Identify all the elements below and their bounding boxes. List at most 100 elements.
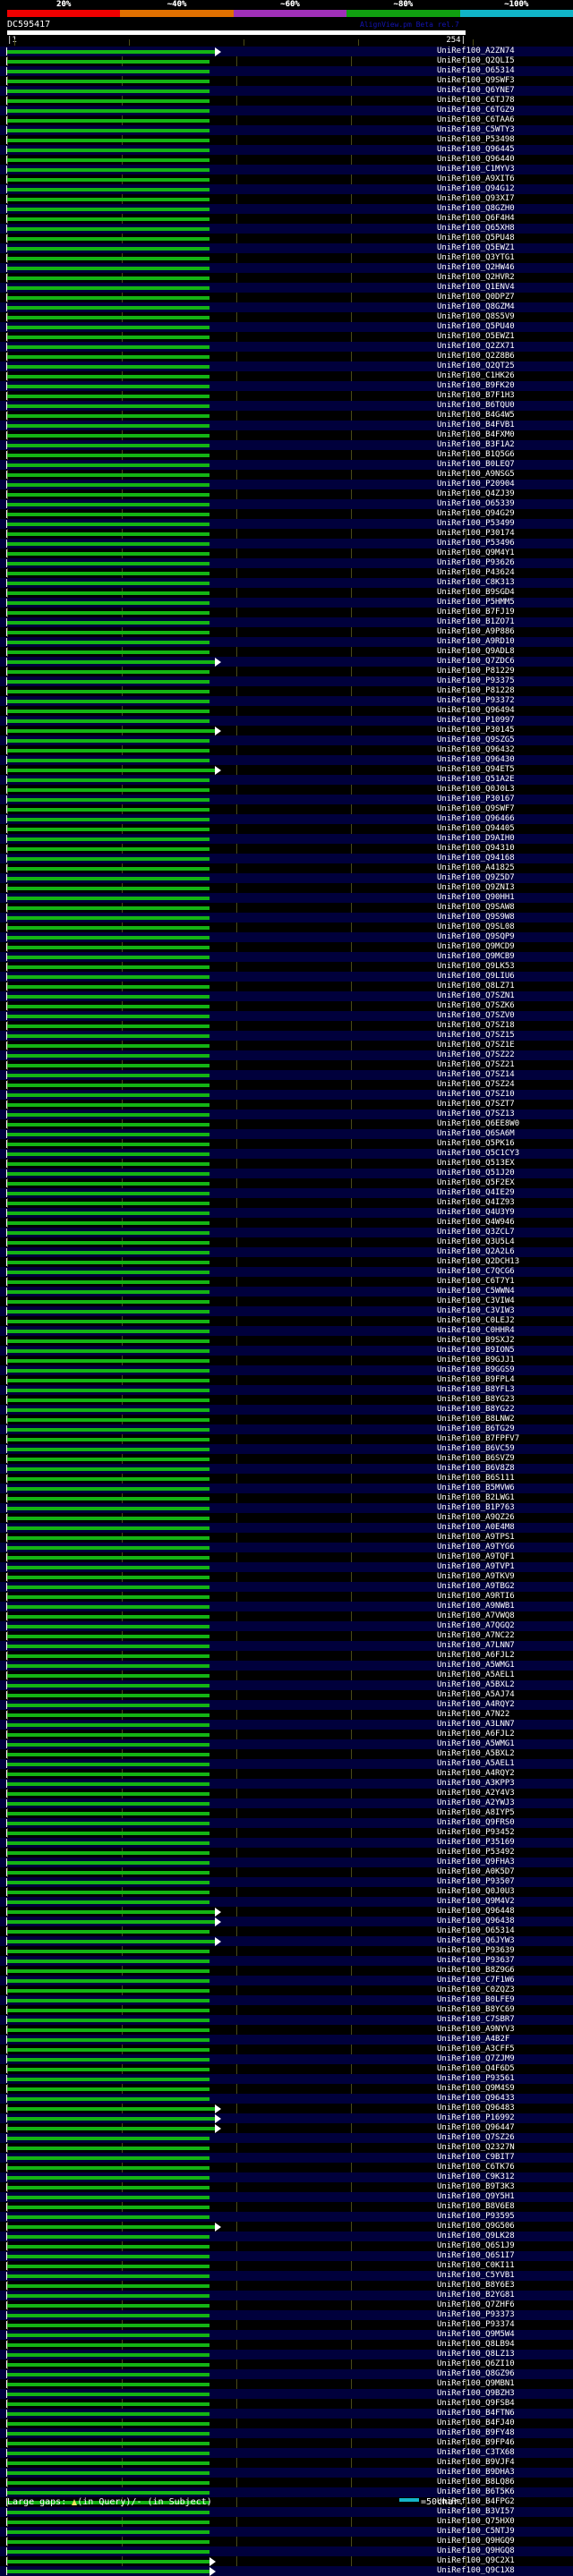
hsp-bar[interactable] [7, 1162, 210, 1166]
hsp-bar[interactable] [7, 729, 215, 733]
alignment-row[interactable]: UniRef100_Q4IZ93 [0, 1198, 573, 1208]
hit-accession-label[interactable]: UniRef100_P5HMM5 [437, 598, 515, 607]
alignment-row[interactable]: UniRef100_Q9MCB9 [0, 952, 573, 962]
alignment-row[interactable]: UniRef100_C1HK26 [0, 371, 573, 381]
hit-accession-label[interactable]: UniRef100_Q7SZ22 [437, 1050, 515, 1059]
hsp-bar[interactable] [7, 2560, 210, 2563]
alignment-row[interactable]: UniRef100_C3TX68 [0, 2448, 573, 2458]
hsp-bar[interactable] [7, 2343, 210, 2347]
hsp-bar[interactable] [7, 2245, 210, 2249]
hit-accession-label[interactable]: UniRef100_Q96447 [437, 2123, 515, 2132]
hit-accession-label[interactable]: UniRef100_C7F1W6 [437, 1976, 515, 1985]
alignment-row[interactable]: UniRef100_Q8GZH0 [0, 204, 573, 214]
hsp-bar[interactable] [7, 906, 210, 910]
alignment-row[interactable]: UniRef100_P43624 [0, 568, 573, 578]
alignment-row[interactable]: UniRef100_Q6S1J9 [0, 2241, 573, 2251]
hsp-bar[interactable] [7, 1172, 210, 1176]
hsp-bar[interactable] [7, 2225, 215, 2229]
hit-accession-label[interactable]: UniRef100_Q96494 [437, 706, 515, 715]
hit-accession-label[interactable]: UniRef100_A5AJ74 [437, 1690, 515, 1699]
hit-accession-label[interactable]: UniRef100_Q75HX0 [437, 2517, 515, 2526]
hit-accession-label[interactable]: UniRef100_B8YC69 [437, 2005, 515, 2014]
hit-accession-label[interactable]: UniRef100_B8LQ86 [437, 2478, 515, 2487]
hsp-bar[interactable] [7, 956, 210, 959]
alignment-row[interactable]: UniRef100_A9NSG5 [0, 470, 573, 480]
hsp-bar[interactable] [7, 1989, 210, 1993]
alignment-row[interactable]: UniRef100_Q7SZ21 [0, 1060, 573, 1070]
alignment-row[interactable]: UniRef100_A2Y4V3 [0, 1789, 573, 1798]
hit-accession-label[interactable]: UniRef100_Q2HW46 [437, 263, 515, 272]
hit-accession-label[interactable]: UniRef100_C6TAA6 [437, 115, 515, 124]
hit-accession-label[interactable]: UniRef100_Q4IE29 [437, 1188, 515, 1197]
hit-accession-label[interactable]: UniRef100_B4FTN6 [437, 2409, 515, 2418]
hit-accession-label[interactable]: UniRef100_B8Z9G6 [437, 1966, 515, 1975]
hsp-bar[interactable] [7, 1330, 210, 1333]
hit-accession-label[interactable]: UniRef100_Q5PU40 [437, 322, 515, 331]
hsp-bar[interactable] [7, 837, 210, 841]
hsp-bar[interactable] [7, 1113, 210, 1117]
hit-accession-label[interactable]: UniRef100_Q6ZI10 [437, 2359, 515, 2368]
hit-accession-label[interactable]: UniRef100_C3VIW3 [437, 1306, 515, 1315]
hit-accession-label[interactable]: UniRef100_A9NWB1 [437, 1602, 515, 1611]
alignment-row[interactable]: UniRef100_B8LNW2 [0, 1415, 573, 1424]
hit-accession-label[interactable]: UniRef100_Q7ZHF6 [437, 2300, 515, 2309]
alignment-row[interactable]: UniRef100_P93561 [0, 2074, 573, 2084]
alignment-row[interactable]: UniRef100_Q9LIU6 [0, 972, 573, 982]
hsp-bar[interactable] [7, 660, 215, 664]
alignment-row[interactable]: UniRef100_B6SVZ9 [0, 1454, 573, 1464]
alignment-row[interactable]: UniRef100_P20904 [0, 480, 573, 489]
alignment-row[interactable]: UniRef100_Q9SAW8 [0, 903, 573, 913]
alignment-row[interactable]: UniRef100_Q5F2EX [0, 1178, 573, 1188]
alignment-row[interactable]: UniRef100_B8YG23 [0, 1395, 573, 1405]
hit-accession-label[interactable]: UniRef100_B0LFE9 [437, 1995, 515, 2004]
alignment-row[interactable]: UniRef100_B1Q5G6 [0, 450, 573, 460]
hit-accession-label[interactable]: UniRef100_B1ZO71 [437, 617, 515, 626]
hsp-bar[interactable] [7, 168, 210, 172]
hit-accession-label[interactable]: UniRef100_B7FPFV7 [437, 1434, 520, 1443]
alignment-row[interactable]: UniRef100_C6TK76 [0, 2163, 573, 2172]
hsp-bar[interactable] [7, 1280, 210, 1284]
hsp-bar[interactable] [7, 1566, 210, 1569]
hsp-bar[interactable] [7, 2412, 210, 2416]
alignment-row[interactable]: UniRef100_B4G4W5 [0, 411, 573, 421]
hit-accession-label[interactable]: UniRef100_Q9S9W8 [437, 913, 515, 922]
hsp-bar[interactable] [7, 1369, 210, 1373]
hsp-bar[interactable] [7, 2422, 210, 2426]
hit-accession-label[interactable]: UniRef100_Q2A2L6 [437, 1247, 515, 1256]
hsp-bar[interactable] [7, 2393, 210, 2396]
hsp-bar[interactable] [7, 149, 210, 152]
hsp-bar[interactable] [7, 650, 210, 654]
hsp-bar[interactable] [7, 1339, 210, 1343]
alignment-row[interactable]: UniRef100_Q6JYW3 [0, 1936, 573, 1946]
alignment-row[interactable]: UniRef100_C8K313 [0, 578, 573, 588]
alignment-row[interactable]: UniRef100_Q96447 [0, 2123, 573, 2133]
alignment-row[interactable]: UniRef100_B1P763 [0, 1503, 573, 1513]
alignment-row[interactable]: UniRef100_B6T5K6 [0, 2487, 573, 2497]
hsp-bar[interactable] [7, 857, 210, 861]
hit-accession-label[interactable]: UniRef100_P93595 [437, 2212, 515, 2221]
hit-accession-label[interactable]: UniRef100_C0ZQZ3 [437, 1985, 515, 1994]
alignment-row[interactable]: UniRef100_C5WTY3 [0, 125, 573, 135]
alignment-row[interactable]: UniRef100_P93595 [0, 2212, 573, 2222]
hsp-bar[interactable] [7, 1054, 210, 1058]
hsp-bar[interactable] [7, 601, 210, 605]
hsp-bar[interactable] [7, 1133, 210, 1136]
alignment-row[interactable]: UniRef100_Q5PK16 [0, 1139, 573, 1149]
alignment-row[interactable]: UniRef100_Q9FSB4 [0, 2399, 573, 2409]
hsp-bar[interactable] [7, 1822, 210, 1825]
alignment-row[interactable]: UniRef100_Q8GZM4 [0, 302, 573, 312]
alignment-row[interactable]: UniRef100_Q9SWF3 [0, 76, 573, 86]
alignment-row[interactable]: UniRef100_B5MVW6 [0, 1484, 573, 1493]
hsp-bar[interactable] [7, 1674, 210, 1678]
hsp-bar[interactable] [7, 2215, 210, 2219]
alignment-row[interactable]: UniRef100_Q3ZCL7 [0, 1228, 573, 1237]
hit-accession-label[interactable]: UniRef100_Q96430 [437, 755, 515, 764]
alignment-row[interactable]: UniRef100_Q96494 [0, 706, 573, 716]
hsp-bar[interactable] [7, 1290, 210, 1294]
hsp-bar[interactable] [7, 267, 210, 270]
hsp-bar[interactable] [7, 1093, 210, 1097]
alignment-row[interactable]: UniRef100_C6TAA6 [0, 115, 573, 125]
hit-accession-label[interactable]: UniRef100_Q9LK28 [437, 2232, 515, 2240]
alignment-row[interactable]: UniRef100_Q4U3Y9 [0, 1208, 573, 1218]
hit-accession-label[interactable]: UniRef100_Q5PU48 [437, 234, 515, 242]
